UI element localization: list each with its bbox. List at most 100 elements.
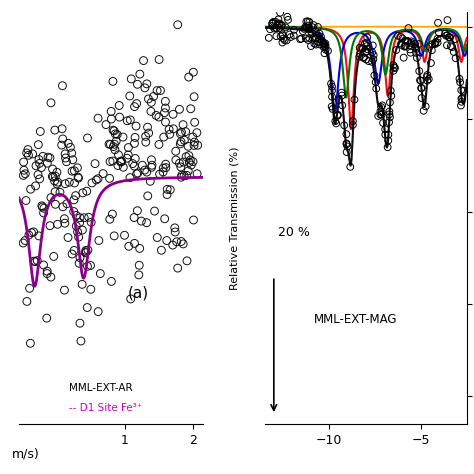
- Point: [71, 179, 78, 187]
- Point: [172, 147, 180, 155]
- Point: [77, 337, 85, 345]
- Point: [174, 21, 182, 28]
- Point: [377, 108, 384, 115]
- Point: [384, 137, 392, 145]
- Point: [310, 21, 318, 29]
- Point: [321, 49, 328, 57]
- Point: [191, 118, 199, 126]
- Point: [88, 179, 96, 187]
- Point: [343, 148, 350, 156]
- Text: (a): (a): [128, 285, 149, 300]
- Point: [32, 258, 39, 265]
- Point: [435, 29, 443, 36]
- Point: [185, 159, 193, 166]
- Point: [312, 34, 320, 42]
- Point: [276, 20, 283, 27]
- Point: [131, 103, 138, 110]
- Point: [51, 188, 59, 196]
- Point: [130, 214, 138, 221]
- Point: [148, 162, 156, 169]
- Point: [123, 117, 131, 125]
- Point: [191, 138, 198, 146]
- Point: [111, 130, 119, 137]
- Point: [179, 121, 187, 128]
- Point: [169, 241, 176, 249]
- Point: [321, 43, 328, 50]
- Point: [445, 33, 453, 41]
- Point: [49, 173, 56, 180]
- Point: [303, 24, 310, 31]
- Point: [343, 140, 350, 147]
- Point: [311, 35, 319, 42]
- Point: [412, 49, 420, 56]
- Point: [134, 169, 142, 177]
- Point: [62, 180, 69, 188]
- Point: [131, 239, 138, 247]
- Point: [68, 250, 76, 258]
- Point: [26, 284, 33, 292]
- Point: [431, 39, 438, 47]
- Point: [44, 154, 52, 161]
- Point: [273, 24, 280, 32]
- Point: [125, 243, 133, 250]
- Point: [35, 156, 43, 164]
- Point: [116, 113, 123, 121]
- Point: [69, 156, 77, 164]
- Point: [27, 339, 34, 347]
- Point: [278, 21, 285, 29]
- Point: [39, 203, 46, 211]
- Point: [183, 257, 191, 264]
- Point: [360, 54, 368, 61]
- Point: [110, 232, 118, 240]
- Point: [443, 41, 451, 49]
- Point: [321, 40, 329, 47]
- Point: [384, 144, 392, 151]
- Point: [44, 159, 51, 167]
- Point: [161, 215, 168, 223]
- Point: [188, 161, 195, 169]
- Point: [108, 278, 115, 285]
- Point: [277, 33, 284, 40]
- Point: [456, 75, 463, 82]
- Point: [269, 19, 276, 27]
- Point: [420, 107, 428, 115]
- Point: [450, 48, 457, 56]
- Point: [162, 104, 169, 112]
- Point: [377, 103, 385, 111]
- Point: [361, 49, 369, 56]
- Point: [180, 172, 188, 180]
- Point: [178, 128, 185, 136]
- Point: [290, 32, 298, 39]
- Point: [121, 231, 128, 239]
- Point: [312, 41, 320, 48]
- Point: [458, 94, 466, 102]
- Point: [444, 32, 451, 39]
- Point: [184, 143, 192, 150]
- Point: [63, 158, 70, 165]
- Point: [423, 71, 431, 79]
- Point: [284, 16, 292, 24]
- Point: [368, 48, 376, 56]
- Point: [411, 40, 419, 48]
- Point: [369, 42, 376, 49]
- Point: [156, 170, 164, 178]
- Point: [157, 87, 164, 94]
- Point: [21, 170, 29, 178]
- Point: [328, 83, 336, 91]
- Point: [131, 140, 138, 147]
- Point: [136, 70, 144, 78]
- Point: [314, 23, 322, 31]
- Point: [390, 62, 397, 69]
- Point: [68, 167, 76, 175]
- Point: [397, 33, 404, 41]
- Point: [59, 135, 66, 143]
- Point: [126, 174, 134, 182]
- Point: [265, 34, 273, 42]
- Point: [87, 219, 95, 226]
- Point: [397, 39, 405, 47]
- Point: [177, 163, 184, 171]
- Point: [63, 200, 71, 208]
- Point: [83, 187, 91, 195]
- Point: [329, 105, 337, 113]
- Point: [126, 92, 134, 100]
